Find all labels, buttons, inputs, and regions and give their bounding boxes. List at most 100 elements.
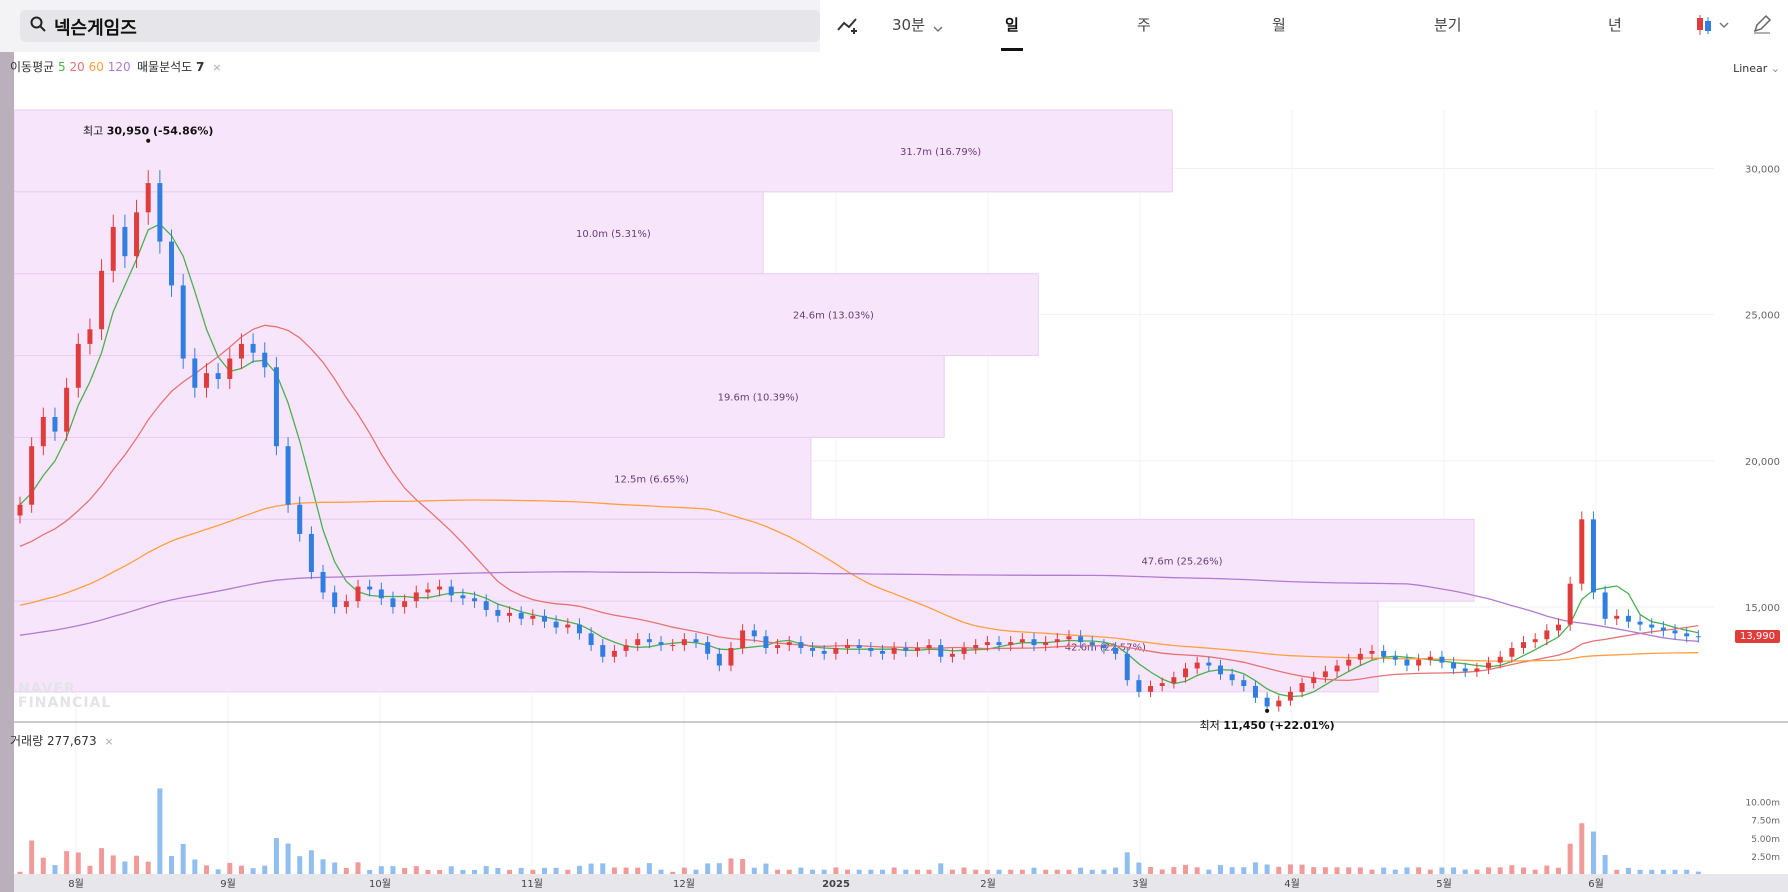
candle-body: [646, 639, 652, 643]
volume-bar: [576, 865, 582, 874]
candle-body: [297, 504, 303, 534]
chevron-down-icon[interactable]: [933, 18, 943, 37]
close-icon[interactable]: ×: [212, 61, 222, 74]
candle-body: [798, 642, 804, 648]
volume-bar: [961, 867, 967, 874]
volume-bar: [1532, 869, 1538, 874]
volume-bar: [530, 869, 536, 874]
candle-body: [1066, 636, 1072, 640]
volume-profile-label: 24.6m (13.03%): [793, 311, 874, 322]
candle-body: [203, 373, 209, 388]
volume-bar: [52, 865, 58, 874]
candle-body: [996, 642, 1002, 646]
candle-body: [1357, 653, 1363, 660]
candle-body: [169, 241, 175, 286]
candle-body: [949, 653, 955, 657]
candle-body: [693, 639, 699, 643]
volume-indicator[interactable]: 거래량 277,673 ×: [10, 732, 114, 749]
volume-axis: 10.00m 7.50m 5.00m 2.50m: [14, 721, 1788, 863]
candle-body: [1392, 656, 1398, 660]
volume-bar: [413, 866, 419, 874]
candle-body: [961, 647, 967, 654]
search-box[interactable]: 넥슨게임즈: [20, 10, 820, 42]
candle-body: [623, 645, 629, 651]
volume-bar: [378, 866, 384, 874]
volume-bar: [262, 865, 268, 874]
candle-body: [1579, 519, 1585, 584]
volume-bar: [611, 867, 617, 874]
candle-body: [1672, 630, 1678, 634]
vp-indicator[interactable]: 매물분석도 7 ×: [137, 58, 221, 75]
chart-area[interactable]: 이동평균 5 20 60 120 × 매물분석도 7 × Linear ⌄ 31…: [10, 52, 1788, 892]
candle-body: [110, 226, 116, 271]
current-price-badge: 13,990: [1735, 629, 1780, 643]
candle-body: [1287, 691, 1293, 701]
candle-body: [1416, 659, 1422, 666]
volume-bar: [203, 865, 209, 874]
candle-body: [180, 285, 186, 359]
volume-bar: [1392, 869, 1398, 874]
tab-week[interactable]: 주: [1137, 16, 1151, 34]
candle-body: [157, 183, 163, 242]
candle-icon[interactable]: [1696, 14, 1730, 40]
candle-body: [378, 589, 384, 599]
candle-body: [285, 446, 291, 505]
volume-bar: [1124, 852, 1130, 874]
candle-body: [1684, 633, 1690, 637]
volume-bar: [693, 869, 699, 874]
tab-day[interactable]: 일: [1005, 16, 1019, 34]
volume-bar: [1695, 871, 1701, 874]
price-chart[interactable]: 31.7m (16.79%) 10.0m (5.31%) 24.6m (13.03%…: [14, 52, 1788, 892]
candle-body: [262, 352, 268, 368]
tab-quarter[interactable]: 분기: [1434, 16, 1462, 34]
candle-body: [635, 639, 641, 646]
watermark-line-2: FINANCIAL: [18, 695, 112, 711]
chevron-down-icon: ⌄: [1770, 62, 1780, 75]
candle-body: [775, 645, 781, 648]
ma-5: 5: [58, 60, 66, 74]
volume-bar: [1649, 869, 1655, 874]
volume-bar: [1567, 843, 1573, 874]
candle-body: [1439, 656, 1445, 663]
volume-profile-label: 31.7m (16.79%): [900, 147, 981, 158]
volume-profile-band: [14, 436, 812, 520]
volume-bar: [996, 869, 1002, 874]
stock-name[interactable]: 넥슨게임즈: [54, 18, 137, 39]
candle-body: [308, 533, 314, 572]
timeframe-toolbar: 30분 일 주 월 분기 년: [820, 0, 1788, 52]
volume-bar: [1148, 867, 1154, 874]
volume-bar: [903, 869, 909, 874]
candle-body: [1462, 668, 1468, 672]
search-icon[interactable]: [30, 16, 46, 36]
close-icon[interactable]: ×: [138, 61, 148, 74]
volume-bar: [891, 867, 897, 874]
candle-body: [611, 650, 617, 657]
line-add-icon[interactable]: [836, 14, 860, 38]
volume-bar: [1451, 867, 1457, 874]
candle-body: [1136, 680, 1142, 692]
tab-year[interactable]: 년: [1608, 16, 1622, 34]
interval-select[interactable]: 30분: [892, 16, 925, 34]
volume-bar: [914, 869, 920, 874]
volume-bar: [1089, 869, 1095, 874]
volume-bar: [623, 867, 629, 874]
volume-bar: [658, 869, 664, 874]
volume-bar: [1159, 869, 1165, 874]
tab-month[interactable]: 월: [1272, 16, 1286, 34]
candle-body: [541, 615, 547, 622]
candle-body: [984, 642, 990, 646]
pencil-icon[interactable]: [1752, 14, 1772, 38]
volume-bar: [472, 869, 478, 874]
candle-body: [1346, 659, 1352, 666]
close-icon[interactable]: ×: [104, 735, 114, 748]
volume-bar: [1334, 867, 1340, 874]
candle-body: [29, 446, 35, 505]
volume-bar: [1031, 867, 1037, 874]
scale-select[interactable]: Linear ⌄: [1733, 62, 1780, 75]
volume-bar: [728, 858, 734, 874]
candle-body: [891, 647, 897, 654]
ma-indicator[interactable]: 이동평균 5 20 60 120 ×: [10, 58, 148, 75]
volume-bar: [1171, 867, 1177, 874]
candle-body: [1148, 685, 1154, 692]
